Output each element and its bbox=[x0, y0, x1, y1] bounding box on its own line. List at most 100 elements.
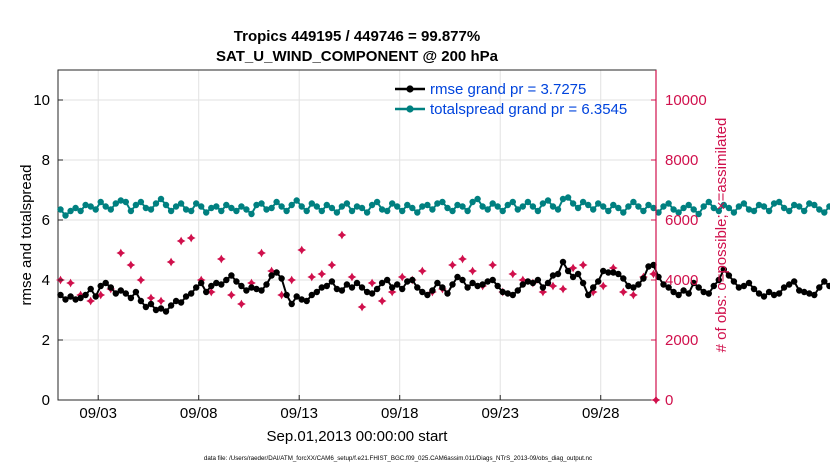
obs-count-point-core bbox=[338, 231, 346, 239]
obs-count-point-core bbox=[610, 264, 617, 272]
chart-title-line2: SAT_U_WIND_COMPONENT @ 200 hPa bbox=[216, 48, 499, 65]
totalspread-point bbox=[730, 209, 738, 216]
totalspread-point bbox=[625, 203, 632, 210]
legend: rmse grand pr = 3.7275 totalspread grand… bbox=[395, 81, 627, 118]
totalspread-point bbox=[177, 200, 185, 207]
totalspread-point bbox=[218, 207, 225, 215]
totalspread-point bbox=[610, 201, 617, 209]
totalspread-point bbox=[700, 203, 707, 210]
rmse-point bbox=[233, 278, 240, 285]
totalspread-point bbox=[750, 207, 758, 215]
y-axis-label-right: # of obs: o=possible; ×=assimilated bbox=[713, 118, 730, 353]
totalspread-point bbox=[77, 207, 84, 215]
rmse-point bbox=[710, 282, 717, 290]
obs-count-point-core bbox=[469, 267, 476, 275]
totalspread-point bbox=[780, 204, 788, 212]
rmse-point bbox=[223, 276, 230, 284]
obs-count-point-core bbox=[509, 270, 517, 278]
totalspread-point bbox=[238, 203, 245, 210]
totalspread-point bbox=[57, 206, 64, 213]
rmse-point bbox=[715, 276, 722, 284]
rmse-point bbox=[172, 297, 180, 305]
totalspread-point bbox=[182, 206, 190, 213]
rmse-point bbox=[735, 284, 743, 291]
y-right-tick-labels: 0 2000 4000 6000 8000 10000 bbox=[665, 92, 707, 409]
rmse-point bbox=[152, 306, 160, 314]
rmse-point bbox=[590, 284, 597, 291]
rmse-point bbox=[409, 276, 416, 284]
rmse-point bbox=[494, 282, 501, 290]
totalspread-point bbox=[268, 204, 275, 212]
rmse-point bbox=[554, 270, 562, 278]
rmse-point bbox=[82, 291, 89, 299]
rmse-point bbox=[760, 293, 768, 300]
totalspread-point bbox=[740, 200, 748, 207]
rmse-point bbox=[464, 284, 471, 291]
totalspread-point bbox=[318, 207, 325, 215]
totalspread-point bbox=[630, 198, 637, 206]
x-tick-label: 09/08 bbox=[180, 405, 218, 422]
rmse-point bbox=[685, 290, 692, 297]
totalspread-point bbox=[479, 203, 486, 210]
totalspread-point bbox=[409, 204, 416, 212]
rmse-point bbox=[680, 287, 687, 294]
totalspread-point bbox=[62, 212, 69, 219]
rmse-point bbox=[434, 279, 441, 287]
totalspread-point bbox=[117, 197, 125, 204]
totalspread-point bbox=[72, 204, 79, 212]
rmse-point bbox=[298, 296, 305, 303]
rmse-point bbox=[137, 297, 145, 305]
rmse-point bbox=[444, 290, 451, 297]
obs-count-point-core bbox=[117, 249, 125, 257]
rmse-point bbox=[253, 285, 260, 293]
totalspread-point bbox=[484, 206, 491, 213]
rmse-point bbox=[635, 281, 642, 288]
rmse-point bbox=[147, 300, 155, 308]
rmse-point bbox=[620, 275, 627, 282]
totalspread-point bbox=[157, 195, 165, 203]
obs-count-point-core bbox=[539, 288, 547, 296]
totalspread-point bbox=[655, 209, 662, 216]
y-left-tick-label: 8 bbox=[42, 152, 50, 169]
rmse-point bbox=[655, 273, 662, 281]
totalspread-point bbox=[670, 206, 677, 213]
rmse-point bbox=[650, 261, 657, 269]
obs-count-point-core bbox=[308, 273, 316, 281]
rmse-point bbox=[353, 279, 361, 287]
totalspread-point bbox=[579, 198, 587, 206]
obs-count-point-core bbox=[318, 270, 326, 278]
obs-count-point-core bbox=[519, 276, 527, 284]
obs-count-point-core bbox=[459, 255, 466, 263]
rmse-point bbox=[177, 299, 185, 306]
totalspread-point bbox=[429, 206, 436, 213]
obs-count-point-core bbox=[187, 234, 195, 242]
totalspread-point bbox=[645, 201, 652, 209]
rmse-point bbox=[750, 285, 758, 293]
totalspread-point bbox=[509, 198, 516, 206]
rmse-point bbox=[424, 291, 431, 299]
rmse-point bbox=[700, 288, 707, 296]
obs-count-point-core bbox=[147, 294, 155, 302]
rmse-point bbox=[469, 279, 476, 287]
totalspread-point bbox=[67, 207, 74, 215]
totalspread-point bbox=[147, 206, 155, 213]
totalspread-point bbox=[770, 200, 778, 207]
totalspread-point bbox=[640, 207, 647, 215]
rmse-point bbox=[323, 282, 330, 290]
rmse-point bbox=[745, 279, 753, 287]
rmse-point bbox=[780, 284, 788, 291]
totalspread-point bbox=[821, 209, 828, 216]
totalspread-point bbox=[680, 204, 687, 212]
totalspread-point bbox=[529, 203, 537, 210]
rmse-point bbox=[308, 291, 315, 299]
obs-count-point-core bbox=[258, 249, 265, 257]
totalspread-point bbox=[569, 200, 577, 207]
rmse-point bbox=[479, 281, 486, 288]
rmse-point bbox=[67, 293, 74, 300]
rmse-point bbox=[243, 287, 250, 294]
y-left-tick-label: 2 bbox=[42, 332, 50, 349]
rmse-point bbox=[333, 285, 341, 293]
rmse-point bbox=[770, 291, 778, 299]
y-left-tick-label: 6 bbox=[42, 212, 50, 229]
